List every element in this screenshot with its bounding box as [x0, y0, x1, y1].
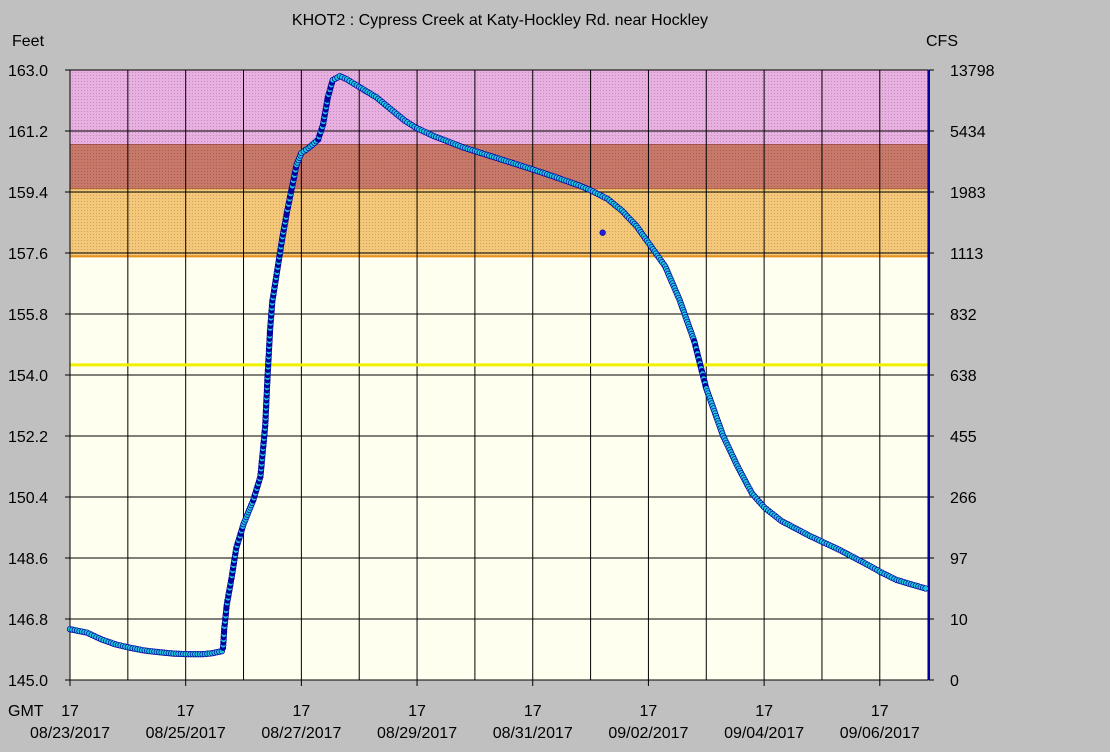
x-tick-date: 08/27/2017 — [261, 725, 341, 742]
grid-lines — [69, 69, 928, 681]
x-axis-prefix: GMT — [8, 703, 44, 720]
x-tick-hour: 17 — [640, 703, 658, 720]
y-tick-label: 145.0 — [8, 673, 48, 690]
x-tick-hour: 17 — [61, 703, 79, 720]
stage-band-texture-0 — [70, 70, 928, 145]
left-axis-unit: Feet — [12, 33, 45, 50]
stage-bands — [70, 70, 928, 258]
x-tick-hour: 17 — [755, 703, 773, 720]
y2-tick-label: 10 — [950, 612, 968, 629]
y-tick-label: 163.0 — [8, 63, 48, 80]
y-tick-label: 150.4 — [8, 490, 48, 507]
y2-tick-label: 1113 — [950, 246, 983, 263]
right-axis-unit: CFS — [926, 33, 958, 50]
x-tick-date: 09/04/2017 — [724, 725, 804, 742]
x-tick-hour: 17 — [871, 703, 889, 720]
chart-title: KHOT2 : Cypress Creek at Katy-Hockley Rd… — [292, 12, 708, 29]
y-tick-label: 148.6 — [8, 551, 48, 568]
x-tick-date: 09/02/2017 — [608, 725, 688, 742]
x-axis-ticks: 17 08/23/2017 17 08/25/2017 17 08/27/2017 17 08… — [30, 680, 920, 742]
x-tick-date: 08/29/2017 — [377, 725, 457, 742]
y2-tick-label: 1983 — [950, 185, 986, 202]
x-tick-hour: 17 — [408, 703, 426, 720]
x-tick-date: 08/23/2017 — [30, 725, 110, 742]
y2-tick-label: 5434 — [950, 124, 986, 141]
y-tick-label: 154.0 — [8, 368, 48, 385]
stage-band-texture-1 — [70, 144, 928, 189]
x-tick-hour: 17 — [524, 703, 542, 720]
y2-tick-label: 455 — [950, 429, 977, 446]
x-tick-hour: 17 — [292, 703, 310, 720]
y2-tick-label: 0 — [950, 673, 959, 690]
y2-tick-label: 13798 — [950, 63, 995, 80]
y-tick-label: 155.8 — [8, 307, 48, 324]
data-points — [66, 72, 929, 658]
y2-tick-label: 832 — [950, 307, 977, 324]
outlier-point — [599, 229, 606, 236]
x-tick-date: 09/06/2017 — [840, 725, 920, 742]
y2-tick-label: 97 — [950, 551, 968, 568]
y2-tick-label: 266 — [950, 490, 977, 507]
y2-tick-label: 638 — [950, 368, 977, 385]
data-point — [922, 585, 929, 592]
x-tick-date: 08/25/2017 — [146, 725, 226, 742]
y-tick-label: 159.4 — [8, 185, 48, 202]
x-tick-date: 08/31/2017 — [493, 725, 573, 742]
y-tick-label: 152.2 — [8, 429, 48, 446]
y-tick-label: 146.8 — [8, 612, 48, 629]
y-axis-ticks: 163.0 13798 161.2 5434 159.4 1983 157.6 1113 155… — [8, 63, 995, 690]
x-tick-hour: 17 — [177, 703, 195, 720]
y-tick-label: 161.2 — [8, 124, 48, 141]
y-tick-label: 157.6 — [8, 246, 48, 263]
stage-band-texture-2 — [70, 188, 928, 257]
